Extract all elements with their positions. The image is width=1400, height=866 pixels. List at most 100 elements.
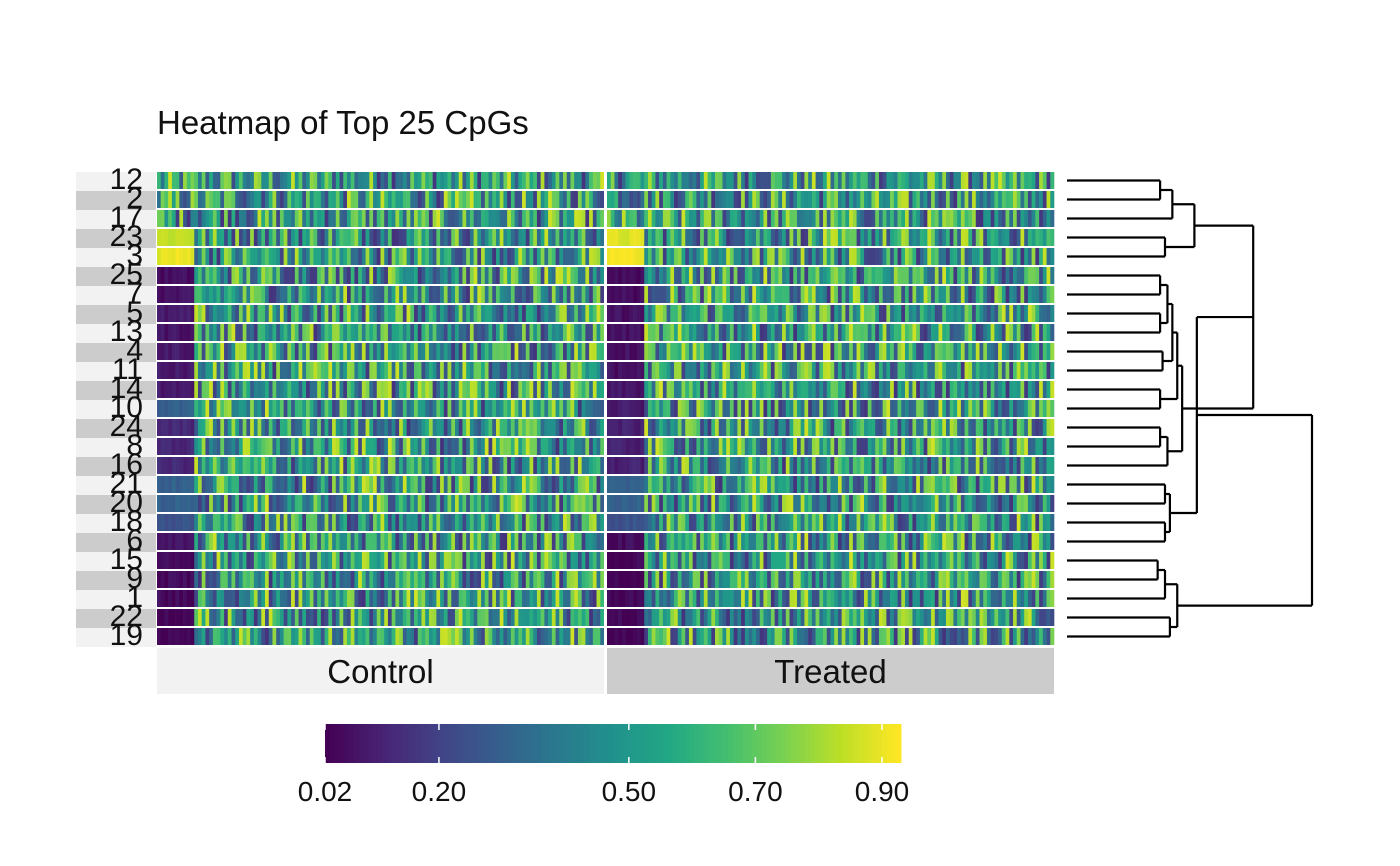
heatmap-cell (893, 343, 898, 360)
heatmap-cell (436, 476, 441, 493)
heatmap-cell (688, 381, 693, 398)
heatmap-cell (841, 229, 846, 246)
heatmap-cell (455, 172, 460, 189)
heatmap-cell (536, 552, 541, 569)
heatmap-cell (555, 457, 560, 474)
heatmap-cell (860, 324, 865, 341)
heatmap-cell (614, 324, 619, 341)
heatmap-cell (733, 400, 738, 417)
heatmap-cell (945, 438, 951, 455)
heatmap-cell (481, 191, 486, 208)
heatmap-cell (339, 248, 344, 265)
heatmap-cell (722, 457, 727, 474)
heatmap-cell (785, 381, 790, 398)
heatmap-cell (1020, 286, 1025, 303)
heatmap-cell (335, 438, 340, 455)
heatmap-cell (574, 248, 579, 265)
heatmap-cell (197, 172, 202, 189)
heatmap-cell (890, 381, 895, 398)
heatmap-cell (659, 533, 664, 550)
heatmap-cell (179, 229, 184, 246)
heatmap-cell (171, 476, 176, 493)
heatmap-cell (692, 362, 697, 379)
heatmap-cell (276, 248, 281, 265)
heatmap-cell (283, 229, 288, 246)
heatmap-cell (451, 343, 456, 360)
heatmap-cell (815, 495, 820, 512)
heatmap-cell (495, 362, 501, 379)
row-label-band (76, 533, 156, 552)
row-label-band (76, 571, 156, 590)
heatmap-cell (774, 476, 779, 493)
heatmap-cell (890, 286, 895, 303)
heatmap-cell (756, 400, 761, 417)
heatmap-cell (548, 267, 553, 284)
heatmap-cell (328, 172, 333, 189)
heatmap-cell (488, 267, 493, 284)
row-label-band (76, 400, 156, 419)
heatmap-cell (548, 457, 553, 474)
heatmap-cell (164, 286, 169, 303)
heatmap-cell (681, 324, 686, 341)
heatmap-cell (168, 552, 173, 569)
heatmap-cell (596, 191, 601, 208)
heatmap-cell (373, 210, 378, 227)
heatmap-cell (860, 210, 865, 227)
heatmap-cell (834, 362, 839, 379)
heatmap-cell (1013, 476, 1018, 493)
heatmap-cell (841, 324, 846, 341)
heatmap-cell (901, 172, 906, 189)
heatmap-cell (972, 457, 977, 474)
heatmap-cell (927, 381, 932, 398)
heatmap-cell (655, 248, 660, 265)
heatmap-cell (186, 362, 191, 379)
heatmap-cell (1009, 457, 1014, 474)
heatmap-cell (160, 172, 165, 189)
heatmap-cell (923, 229, 928, 246)
heatmap-cell (514, 533, 519, 550)
heatmap-cell (942, 267, 947, 284)
heatmap-cell (443, 210, 448, 227)
heatmap-cell (190, 381, 195, 398)
heatmap-cell (994, 400, 999, 417)
heatmap-cell (514, 305, 519, 322)
heatmap-cell (957, 210, 962, 227)
heatmap-cell (871, 514, 876, 531)
heatmap-cell (785, 229, 790, 246)
heatmap-cell (455, 514, 460, 531)
heatmap-cell (592, 210, 597, 227)
heatmap-cell (986, 514, 991, 531)
heatmap-cell (1001, 286, 1006, 303)
heatmap-cell (559, 248, 564, 265)
heatmap-cell (607, 419, 612, 436)
heatmap-cell (718, 343, 723, 360)
heatmap-cell (767, 362, 772, 379)
heatmap-cell (268, 381, 273, 398)
heatmap-cell (209, 495, 214, 512)
heatmap-cell (815, 362, 820, 379)
heatmap-cell (414, 381, 419, 398)
heatmap-cell (614, 343, 619, 360)
heatmap-cell (484, 495, 489, 512)
heatmap-cell (782, 438, 787, 455)
heatmap-cell (246, 419, 251, 436)
heatmap-cell (793, 267, 798, 284)
heatmap-cell (227, 552, 232, 569)
heatmap-cell (875, 305, 880, 322)
heatmap-cell (1027, 248, 1032, 265)
heatmap-cell (834, 495, 839, 512)
heatmap-cell (852, 248, 857, 265)
heatmap-cell (536, 514, 541, 531)
heatmap-cell (250, 400, 255, 417)
heatmap-cell (804, 476, 809, 493)
heatmap-cell (610, 172, 615, 189)
heatmap-cell (789, 533, 794, 550)
heatmap-cell (968, 457, 973, 474)
heatmap-cell (276, 476, 281, 493)
heatmap-cell (164, 248, 169, 265)
heatmap-cell (856, 419, 861, 436)
heatmap-cell (968, 419, 973, 436)
heatmap-cell (778, 172, 783, 189)
heatmap-cell (227, 191, 232, 208)
heatmap-cell (291, 552, 296, 569)
